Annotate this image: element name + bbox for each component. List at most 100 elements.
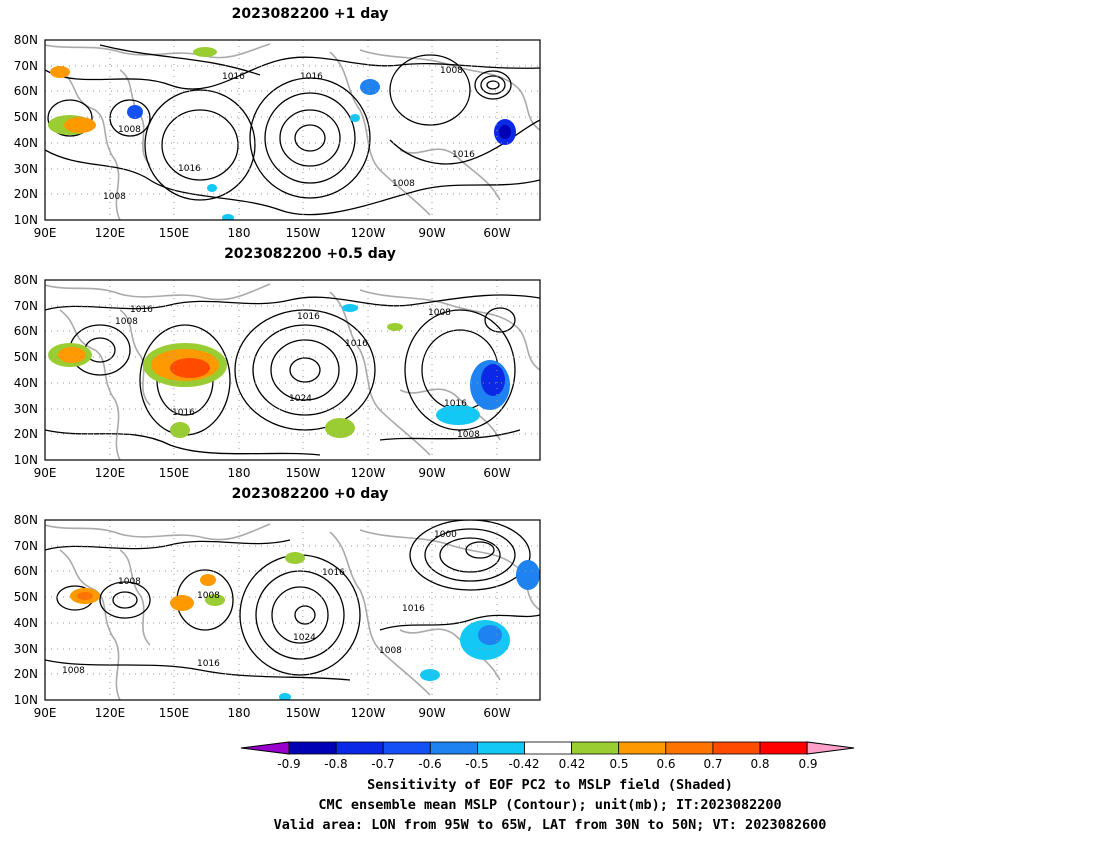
contour-label: 1008 [457,430,480,440]
contour-label: 1008 [440,66,463,76]
contour-label: 1016 [222,72,245,82]
contour-label: 1008 [62,666,85,676]
graticule [45,40,540,220]
lon-axis-labels: 90E 120E 150E 180 150W 120W 90W 60W [34,466,511,480]
lat-label: 80N [14,33,38,47]
lon-label: 150W [286,706,321,720]
lat-label: 70N [14,539,38,553]
map-panel-3: 1000 1008 1016 1008 1024 1016 1008 1016 … [14,513,541,720]
graticule [45,280,540,460]
lon-label: 120W [351,226,386,240]
lon-label: 180 [228,466,251,480]
contour-label: 1016 [345,339,368,349]
contour-label: 1008 [197,591,220,601]
colorbar-label: -0.7 [371,757,394,771]
contour-label: 1016 [452,150,475,160]
colorbar-label: -0.42 [508,757,539,771]
lon-axis-labels: 90E 120E 150E 180 150W 120W 90W 60W [34,226,511,240]
colorbar-label: -0.8 [324,757,347,771]
lat-axis-labels: 80N 70N 60N 50N 40N 30N 20N 10N [14,273,38,467]
contour-label: 1016 [402,604,425,614]
map-panel-1: 1016 1016 1008 1008 1016 1008 1016 1008 … [14,33,541,240]
lat-label: 20N [14,427,38,441]
contour-label: 1016 [444,399,467,409]
contour-label: 1008 [103,192,126,202]
map-panel-2: 1016 1008 1016 1008 1016 1024 1016 1016 … [14,273,541,480]
lat-label: 70N [14,299,38,313]
lon-label: 120E [95,226,126,240]
lon-label: 150W [286,466,321,480]
lat-label: 30N [14,162,38,176]
contour-label: 1008 [118,577,141,587]
lon-label: 150E [159,226,190,240]
contour-label: 1008 [379,646,402,656]
lat-label: 60N [14,324,38,338]
lon-label: 90W [418,706,445,720]
lon-axis-labels: 90E 120E 150E 180 150W 120W 90W 60W [34,706,511,720]
colorbar-max-arrow [806,741,855,755]
contour-label: 1000 [434,530,457,540]
colorbar-label: -0.9 [277,757,300,771]
contour-label: 1016 [197,659,220,669]
colorbar-label: -0.5 [465,757,488,771]
coastlines [45,283,540,460]
contour-label: 1016 [178,164,201,174]
lon-label: 120E [95,706,126,720]
colorbar-cell [524,741,572,755]
lon-label: 120W [351,706,386,720]
plot-frame [44,519,541,701]
caption-line-3: Valid area: LON from 95W to 65W, LAT fro… [273,817,827,833]
lon-label: 60W [483,466,510,480]
colorbar-label: 0.7 [703,757,722,771]
colorbar-min-arrow [240,741,290,755]
contour-labels: 1016 1016 1008 1008 1016 1008 1016 1008 [103,66,475,202]
lat-label: 80N [14,273,38,287]
lon-label: 90E [34,466,57,480]
plot-frame [44,279,541,461]
colorbar-label: -0.6 [418,757,441,771]
lon-label: 90W [418,466,445,480]
contour-labels: 1016 1008 1016 1008 1016 1024 1016 1016 … [115,305,480,440]
contour-label: 1016 [130,305,153,315]
contour-label: 1008 [428,308,451,318]
lat-label: 20N [14,667,38,681]
caption-line-2: CMC ensemble mean MSLP (Contour); unit(m… [318,797,782,813]
panel-title: 2023082200 +0.5 day [224,246,396,262]
colorbar-cells [240,741,855,755]
contour-label: 1016 [297,312,320,322]
lat-label: 80N [14,513,38,527]
lat-label: 50N [14,110,38,124]
colorbar-labels: -0.9 -0.8 -0.7 -0.6 -0.5 -0.42 0.42 0.5 … [277,757,817,771]
colorbar-label: 0.8 [750,757,769,771]
lon-label: 120E [95,466,126,480]
contour-labels: 1000 1008 1016 1008 1024 1016 1008 1016 … [62,530,457,676]
lon-label: 90W [418,226,445,240]
colorbar-cell [476,741,525,755]
contour-label: 1016 [300,72,323,82]
lat-label: 30N [14,642,38,656]
colorbar-cell [288,741,337,755]
contour-label: 1024 [289,394,312,404]
contour-label: 1024 [293,633,316,643]
sensitivity-shading [48,304,510,438]
lat-label: 70N [14,59,38,73]
colorbar-cell [759,741,808,755]
colorbar-cell [665,741,714,755]
colorbar-label: 0.6 [656,757,675,771]
lat-label: 40N [14,376,38,390]
lon-label: 60W [483,706,510,720]
lat-label: 10N [14,693,38,707]
mslp-contours [45,520,540,681]
sensitivity-shading [70,552,540,700]
contour-label: 1016 [322,568,345,578]
lon-label: 180 [228,706,251,720]
sensitivity-shading [48,47,516,220]
plot-frame [44,39,541,221]
lon-label: 150E [159,466,190,480]
contour-label: 1016 [172,408,195,418]
graticule [45,520,540,700]
lat-label: 20N [14,187,38,201]
lon-label: 60W [483,226,510,240]
lat-label: 10N [14,213,38,227]
colorbar-label: 0.9 [798,757,817,771]
